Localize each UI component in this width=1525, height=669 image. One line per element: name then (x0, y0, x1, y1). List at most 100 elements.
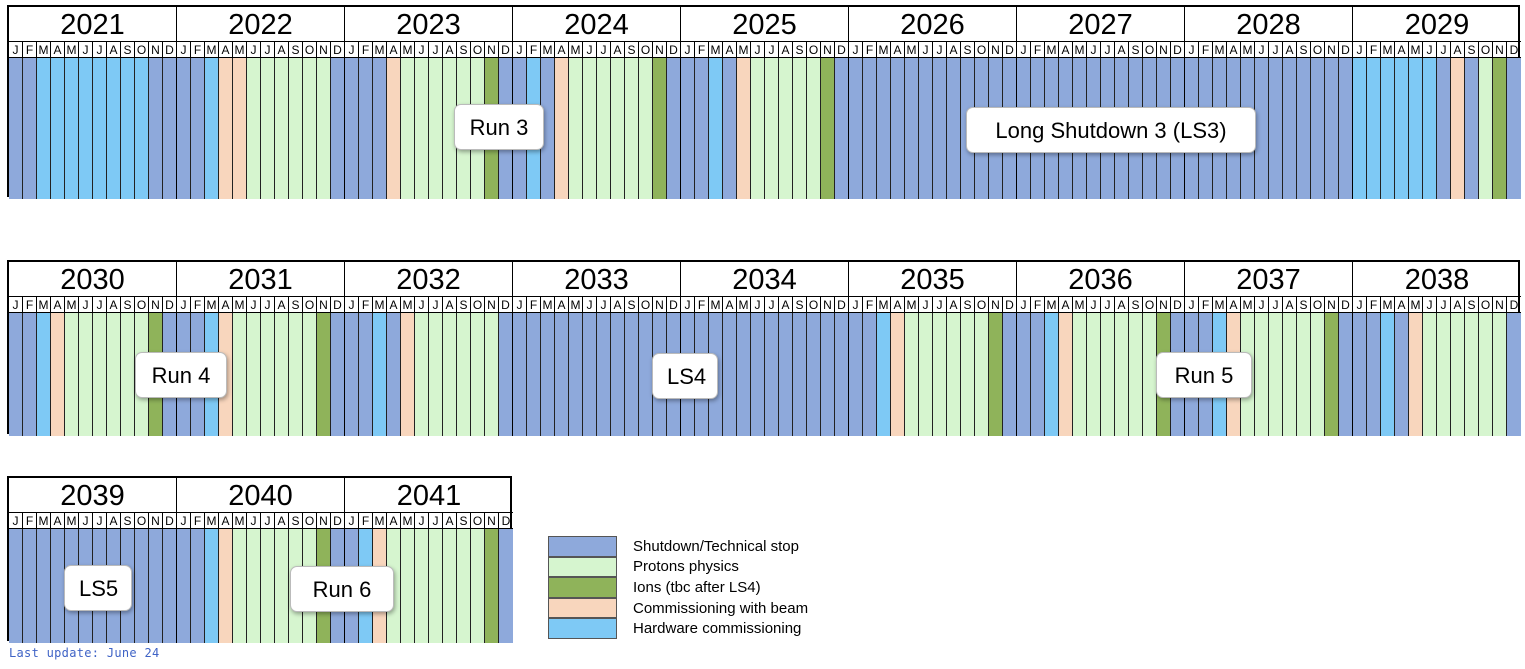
year-header: 2033 (513, 262, 681, 297)
month-label: S (961, 297, 975, 313)
month-label: F (23, 513, 37, 529)
month-label: M (1409, 297, 1423, 313)
month-label: N (1493, 42, 1507, 58)
month-cell (737, 58, 751, 199)
month-cell (835, 58, 849, 199)
month-cell (1437, 58, 1451, 199)
year-header: 2021 (9, 7, 177, 42)
year-header: 2040 (177, 478, 345, 513)
month-cell (751, 58, 765, 199)
month-cell (765, 313, 779, 436)
month-label: J (1255, 42, 1269, 58)
month-cell (499, 529, 513, 643)
period-label: Run 4 (135, 352, 227, 398)
month-label: A (555, 297, 569, 313)
month-cell (121, 313, 135, 436)
month-cell (849, 313, 863, 436)
month-cell (65, 58, 79, 199)
month-label: A (107, 42, 121, 58)
month-cell (443, 529, 457, 643)
month-cell (275, 529, 289, 643)
month-label: M (205, 42, 219, 58)
month-cell (1297, 58, 1311, 199)
month-cell (429, 529, 443, 643)
month-cell (541, 313, 555, 436)
month-label: J (1437, 297, 1451, 313)
month-label: O (1311, 297, 1325, 313)
month-label: M (65, 42, 79, 58)
month-cell (695, 58, 709, 199)
month-cell (149, 529, 163, 643)
month-cell (1353, 58, 1367, 199)
month-cell (9, 58, 23, 199)
month-label: F (695, 42, 709, 58)
month-cell (1255, 313, 1269, 436)
month-label: A (1451, 42, 1465, 58)
month-label: A (387, 297, 401, 313)
month-label: D (1171, 297, 1185, 313)
month-cell (919, 313, 933, 436)
month-label: F (23, 42, 37, 58)
month-cell (191, 58, 205, 199)
month-cell (219, 529, 233, 643)
month-label: D (163, 513, 177, 529)
month-cell (1493, 313, 1507, 436)
month-label: M (205, 297, 219, 313)
period-label: LS5 (64, 565, 132, 611)
legend-item-shutdown: Shutdown/Technical stop (548, 536, 808, 557)
month-label: F (359, 297, 373, 313)
month-label: A (275, 513, 289, 529)
month-label: J (1423, 297, 1437, 313)
month-cell (1507, 58, 1521, 199)
month-cell (1479, 58, 1493, 199)
year-header: 2034 (681, 262, 849, 297)
month-cell (415, 529, 429, 643)
month-label: F (527, 297, 541, 313)
month-label: O (639, 297, 653, 313)
legend-item-ions: Ions (tbc after LS4) (548, 577, 808, 598)
month-label: D (163, 42, 177, 58)
month-cell (1465, 58, 1479, 199)
month-cell (835, 313, 849, 436)
month-label: N (989, 42, 1003, 58)
month-cell (387, 58, 401, 199)
month-label: J (751, 297, 765, 313)
month-label: M (905, 42, 919, 58)
month-label: J (177, 42, 191, 58)
month-cell (1339, 58, 1353, 199)
month-cell (737, 313, 751, 436)
month-label: F (863, 297, 877, 313)
month-label: O (135, 297, 149, 313)
month-cell (261, 313, 275, 436)
month-label: F (191, 513, 205, 529)
month-cell (37, 313, 51, 436)
month-label: A (723, 42, 737, 58)
month-cell (163, 529, 177, 643)
month-label: S (1465, 297, 1479, 313)
month-cell (1311, 313, 1325, 436)
month-label: A (51, 42, 65, 58)
month-label: O (303, 42, 317, 58)
month-label: A (275, 297, 289, 313)
month-cell (51, 58, 65, 199)
month-cell (93, 58, 107, 199)
month-cell (1367, 58, 1381, 199)
month-label: A (443, 42, 457, 58)
month-label: O (303, 513, 317, 529)
month-cell (723, 58, 737, 199)
month-label: N (1325, 297, 1339, 313)
month-cell (471, 529, 485, 643)
month-cell (1395, 313, 1409, 436)
month-label: J (1017, 297, 1031, 313)
month-cell (1297, 313, 1311, 436)
month-label: N (485, 297, 499, 313)
month-cell (177, 529, 191, 643)
month-label: J (583, 297, 597, 313)
month-label: D (499, 42, 513, 58)
month-cell (821, 58, 835, 199)
month-label: J (933, 297, 947, 313)
month-label: A (1395, 42, 1409, 58)
month-cell (555, 58, 569, 199)
month-label: A (1115, 42, 1129, 58)
period-label: Run 5 (1156, 352, 1252, 398)
